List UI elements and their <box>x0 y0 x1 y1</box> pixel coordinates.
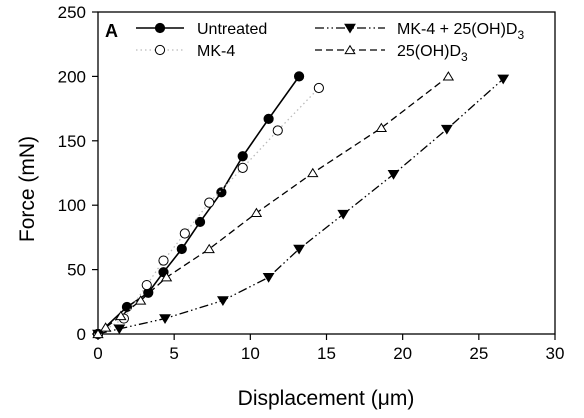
data-point <box>216 187 227 198</box>
data-point <box>99 322 112 332</box>
series-line <box>97 75 449 335</box>
data-point <box>313 82 324 94</box>
x-tick-label: 15 <box>317 344 336 363</box>
plot-frame <box>97 11 556 335</box>
y-tick-label: 150 <box>58 132 86 151</box>
panel-label: A <box>105 21 118 41</box>
data-point <box>179 228 190 239</box>
series-line <box>97 78 504 335</box>
legend-label-base: Untreated <box>197 21 267 38</box>
legend-label-base: MK-4 + 25(OH)D <box>397 21 517 38</box>
legend-entry: MK-4 + 25(OH)D3 <box>315 21 524 42</box>
x-axis-label: Displacement (μm) <box>238 387 415 410</box>
data-point <box>203 243 215 254</box>
series-layer <box>92 71 510 340</box>
legend-label: MK-4 <box>197 43 235 60</box>
legend-label-base: MK-4 <box>197 43 235 60</box>
data-point <box>134 295 147 305</box>
legend-entry: Untreated <box>136 21 267 38</box>
series-line <box>97 75 300 335</box>
y-tick-label: 0 <box>77 325 86 344</box>
data-point <box>337 209 350 220</box>
data-point <box>92 328 104 339</box>
legend-label-subscript: 3 <box>517 28 524 42</box>
data-point <box>204 197 215 208</box>
data-point <box>237 151 248 162</box>
x-tick-label: 10 <box>241 344 260 363</box>
data-point <box>176 243 187 255</box>
legend-label: MK-4 + 25(OH)D3 <box>397 21 524 42</box>
data-point <box>141 279 152 291</box>
legend-label: Untreated <box>197 21 267 38</box>
data-point <box>115 310 127 321</box>
y-axis-label: Force (mN) <box>16 136 39 242</box>
data-point <box>194 216 206 228</box>
legend-marker <box>344 23 356 34</box>
data-point <box>237 162 248 173</box>
data-point <box>158 255 169 266</box>
series-4 <box>92 71 455 339</box>
x-tick-label: 25 <box>469 344 488 363</box>
legend-label-subscript: 3 <box>461 50 468 64</box>
legend-marker <box>154 44 166 56</box>
y-tick-label: 50 <box>67 261 86 280</box>
data-point <box>497 74 510 85</box>
series-1 <box>92 71 305 340</box>
data-point <box>272 125 283 136</box>
data-point <box>159 314 171 324</box>
data-point <box>387 169 400 180</box>
ticks: 0 5 10 15 20 25 30 0 50 100 150 200 250 <box>58 3 565 363</box>
x-tick-label: 30 <box>546 344 565 363</box>
data-point <box>293 244 305 255</box>
axes <box>97 11 556 335</box>
series-line <box>97 87 320 335</box>
y-tick-label: 250 <box>58 3 86 22</box>
legend-entry: MK-4 <box>136 43 235 60</box>
y-tick-label: 100 <box>58 196 86 215</box>
legend-label-base: 25(OH)D <box>397 43 461 60</box>
data-point <box>442 71 455 81</box>
legend-label: 25(OH)D3 <box>397 43 468 64</box>
data-point <box>293 71 305 82</box>
data-point <box>263 113 274 125</box>
data-point <box>440 124 453 135</box>
y-tick-label: 200 <box>58 67 86 86</box>
legend-marker <box>344 44 356 55</box>
x-tick-label: 0 <box>93 344 102 363</box>
data-point <box>217 296 229 306</box>
data-point <box>307 167 319 178</box>
x-tick-label: 5 <box>169 344 178 363</box>
data-point <box>113 324 126 335</box>
data-point <box>160 272 173 282</box>
data-point <box>250 207 263 218</box>
data-point <box>262 273 275 283</box>
x-tick-label: 20 <box>393 344 412 363</box>
legend-marker <box>154 22 166 34</box>
data-point <box>375 122 388 133</box>
legend-entry: 25(OH)D3 <box>315 43 468 64</box>
series-3 <box>92 74 510 340</box>
